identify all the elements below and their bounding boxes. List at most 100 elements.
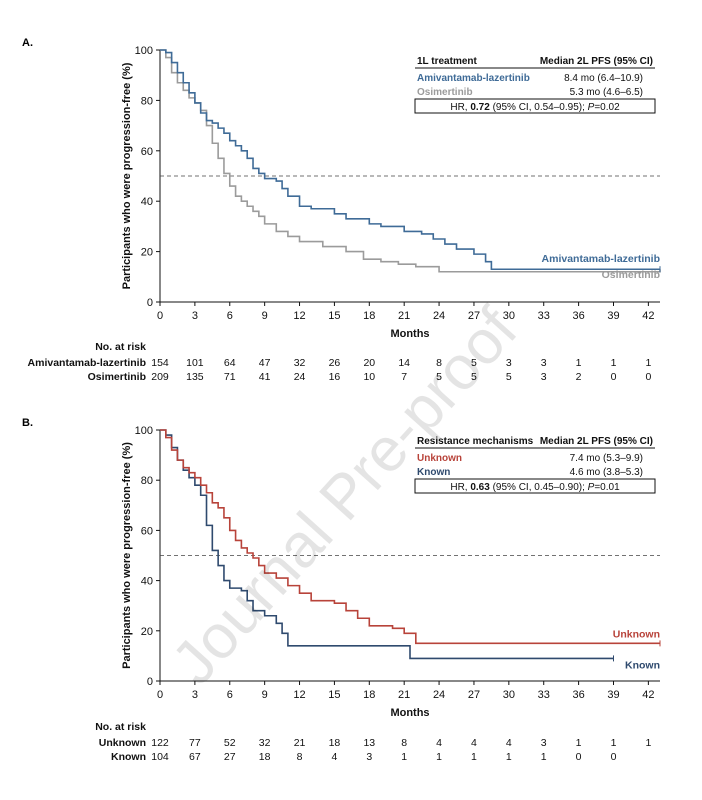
hazard-ratio-text: HR, 0.72 (95% CI, 0.54–0.95); P=0.02 [450, 102, 620, 113]
risk-count: 14 [398, 357, 410, 369]
hr-box [414, 98, 656, 114]
risk-count: 41 [259, 371, 271, 383]
risk-count: 20 [363, 357, 375, 369]
risk-count: 122 [151, 737, 169, 749]
risk-count: 32 [259, 737, 271, 749]
risk-count: 64 [224, 357, 236, 369]
x-tick-label: 27 [468, 310, 480, 322]
risk-count: 26 [329, 357, 341, 369]
x-tick-label: 30 [503, 689, 515, 701]
x-tick-label: 21 [398, 689, 410, 701]
hazard-ratio-text: HR, 0.63 (95% CI, 0.45–0.90); P=0.01 [450, 482, 620, 493]
hr-bold: 0.63 [470, 482, 490, 493]
risk-count: 5 [436, 371, 442, 383]
x-tick-label: 39 [607, 689, 619, 701]
risk-count: 4 [436, 737, 442, 749]
legend-header-group: 1L treatment [417, 56, 478, 67]
hr-mid: (95% CI, 0.54–0.95); [490, 102, 588, 113]
hr-mid: (95% CI, 0.45–0.90); [490, 482, 588, 493]
panel-label: A. [22, 37, 33, 49]
risk-count: 16 [329, 371, 341, 383]
x-tick-label: 6 [227, 310, 233, 322]
risk-count: 4 [331, 751, 337, 763]
risk-count: 21 [294, 737, 306, 749]
risk-count: 47 [259, 357, 271, 369]
hr-italic: P [588, 102, 595, 113]
risk-count: 7 [401, 371, 407, 383]
risk-count: 0 [611, 371, 617, 383]
legend: 1L treatment Median 2L PFS (95% CI) Amivan… [414, 56, 656, 114]
x-tick-label: 24 [433, 310, 445, 322]
risk-count: 32 [294, 357, 306, 369]
x-tick-label: 6 [227, 689, 233, 701]
y-axis-title: Participants who were progression-free (… [121, 62, 133, 289]
legend-header-median: Median 2L PFS (95% CI) [540, 436, 653, 447]
risk-count: 1 [645, 737, 651, 749]
risk-row-label: Known [111, 751, 146, 763]
curve-end-label: Unknown [613, 628, 660, 640]
risk-count: 71 [224, 371, 236, 383]
x-tick-label: 3 [192, 310, 198, 322]
risk-count: 1 [576, 357, 582, 369]
legend-header-median: Median 2L PFS (95% CI) [540, 56, 653, 67]
risk-count: 1 [506, 751, 512, 763]
legend: Resistance mechanisms Median 2L PFS (95% … [414, 436, 656, 494]
curve-end-label: Known [625, 659, 660, 671]
km-curve-unknown [160, 429, 660, 645]
y-tick-label: 0 [147, 676, 153, 688]
risk-table-header: No. at risk [95, 341, 146, 353]
risk-count: 77 [189, 737, 201, 749]
risk-count: 1 [541, 751, 547, 763]
risk-row-label: Unknown [99, 737, 146, 749]
y-tick-label: 40 [141, 196, 153, 208]
risk-row-label: Osimertinib [88, 371, 146, 383]
x-tick-label: 18 [363, 310, 375, 322]
y-tick-label: 100 [135, 425, 153, 437]
risk-count: 1 [611, 737, 617, 749]
risk-count: 3 [541, 737, 547, 749]
risk-count: 8 [401, 737, 407, 749]
risk-count: 0 [611, 751, 617, 763]
risk-count: 5 [471, 357, 477, 369]
risk-count: 3 [366, 751, 372, 763]
risk-count: 104 [151, 751, 169, 763]
y-tick-label: 20 [141, 626, 153, 638]
risk-count: 135 [186, 371, 204, 383]
legend-series-median: 4.6 mo (3.8–5.3) [570, 467, 643, 478]
risk-count: 0 [576, 751, 582, 763]
x-tick-label: 33 [538, 689, 550, 701]
risk-count: 2 [576, 371, 582, 383]
y-tick-label: 80 [141, 95, 153, 107]
x-tick-label: 33 [538, 310, 550, 322]
risk-count: 3 [541, 371, 547, 383]
legend-series-name: Osimertinib [417, 87, 473, 98]
legend-series-name: Amivantamab-lazertinib [417, 73, 530, 84]
y-tick-label: 60 [141, 146, 153, 158]
risk-count: 4 [471, 737, 477, 749]
x-tick-label: 42 [642, 689, 654, 701]
y-tick-label: 40 [141, 576, 153, 588]
x-tick-label: 18 [363, 689, 375, 701]
risk-count: 24 [294, 371, 306, 383]
y-tick-label: 0 [147, 297, 153, 309]
risk-count: 10 [363, 371, 375, 383]
x-tick-label: 27 [468, 689, 480, 701]
legend-series-median: 8.4 mo (6.4–10.9) [564, 73, 643, 84]
panel-label: B. [22, 417, 33, 429]
x-tick-label: 30 [503, 310, 515, 322]
risk-count: 5 [471, 371, 477, 383]
hr-italic: P [588, 482, 595, 493]
hr-pre: HR, [450, 482, 470, 493]
km-curve-amivantamab-lazertinib [160, 49, 660, 271]
risk-count: 1 [611, 357, 617, 369]
x-tick-label: 12 [293, 689, 305, 701]
hr-pre: HR, [450, 102, 470, 113]
risk-count: 0 [645, 371, 651, 383]
risk-count: 1 [645, 357, 651, 369]
legend-series-name: Known [417, 467, 450, 478]
x-tick-label: 0 [157, 310, 163, 322]
legend-series-median: 7.4 mo (5.3–9.9) [570, 453, 643, 464]
risk-count: 209 [151, 371, 169, 383]
hr-bold: 0.72 [470, 102, 490, 113]
